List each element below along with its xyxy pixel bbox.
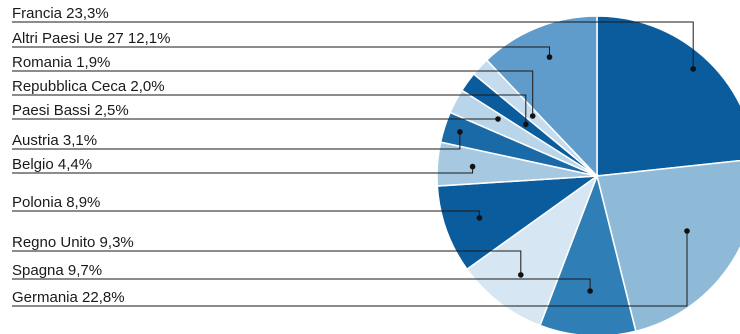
pie-slice-regno-unito [465,173,599,327]
slice-label-belgio: Belgio 4,4% [12,156,92,173]
leader-dot-spagna [587,288,593,294]
leader-dot-regno-unito [518,272,524,278]
pie-slices [436,15,740,334]
slice-label-romania: Romania 1,9% [12,54,110,71]
slice-label-paesi-bassi: Paesi Bassi 2,5% [12,102,129,119]
pie-slice-germania [596,159,740,333]
leader-dot-belgio [469,163,476,170]
pie-slice-francia [596,15,740,177]
leader-dot-repubblica-ceca [523,121,529,128]
leader-dot-romania [529,113,536,119]
leader-line-austria [12,131,461,150]
leader-dot-polonia [476,215,483,221]
leader-line-spagna [12,278,591,291]
leader-dot-paesi-bassi [495,116,501,122]
leader-dot-francia [690,66,696,72]
leader-line-repubblica-ceca [12,94,527,125]
pie-slice-spagna [539,173,637,334]
leader-line-francia [12,21,694,69]
slice-label-altri-paesi-ue-27: Altri Paesi Ue 27 12,1% [12,30,170,47]
leader-lines [12,21,696,307]
slice-label-repubblica-ceca: Repubblica Ceca 2,0% [12,78,165,95]
slice-label-francia: Francia 23,3% [12,5,109,22]
slice-label-regno-unito: Regno Unito 9,3% [12,234,134,251]
slice-label-austria: Austria 3,1% [12,132,97,149]
slice-labels: Francia 23,3% Altri Paesi Ue 27 12,1% Roma… [12,5,170,306]
leader-line-germania [12,231,688,307]
leader-dot-germania [684,228,690,234]
slice-label-polonia: Polonia 8,9% [12,194,100,211]
pie-slice-polonia [436,175,600,271]
slice-label-spagna: Spagna 9,7% [12,262,102,279]
leader-line-regno-unito [12,250,522,275]
leader-dot-austria [457,129,463,135]
pie-slice-altri-paesi-ue-27 [485,15,598,178]
leader-line-altri-paesi-ue-27 [12,46,550,58]
leader-line-polonia [12,210,480,218]
leader-dot-altri-paesi-ue-27 [546,54,553,60]
leader-line-romania [12,70,534,116]
slice-label-germania: Germania 22,8% [12,289,125,306]
